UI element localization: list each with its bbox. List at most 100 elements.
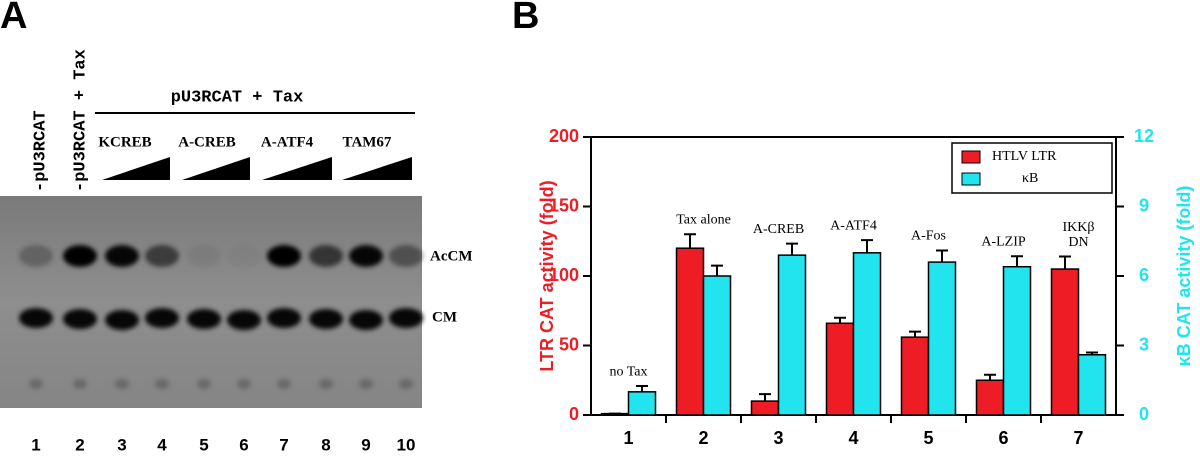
x-tick-label: 6: [998, 428, 1008, 448]
band-spot: [309, 245, 343, 267]
band-spot: [227, 245, 261, 267]
lane-number: 10: [397, 435, 416, 454]
origin-spot: [277, 379, 291, 389]
bar: [1002, 265, 1032, 416]
bar: [825, 322, 855, 416]
lane-number: 7: [279, 435, 288, 454]
y-tick-label: 200: [549, 126, 579, 146]
panel-label: A: [0, 0, 27, 37]
group-label: A-CREB: [178, 134, 236, 150]
lane-header: -pU3RCAT + Tax: [71, 49, 90, 192]
band-spot: [227, 310, 261, 330]
annotation: A-LZIP: [981, 235, 1026, 250]
lane-number: 6: [239, 435, 248, 454]
origin-spot: [115, 379, 129, 389]
annotation: A-Fos: [911, 229, 946, 244]
legend: HTLV LTR κB: [951, 142, 1113, 194]
error-bar: [984, 373, 996, 381]
lane-number: 9: [361, 435, 370, 454]
bar: [975, 379, 1005, 416]
y2-axis-label: κB CAT activity (fold): [1174, 186, 1194, 367]
annotation: DN: [1068, 235, 1088, 250]
y-tick-label: 150: [549, 195, 579, 215]
annotation: IKKβ: [1062, 220, 1094, 235]
panel-label: B: [512, 0, 539, 37]
lane-number: 4: [157, 435, 167, 454]
band-spot: [105, 310, 139, 330]
group-label: TAM67: [343, 134, 392, 150]
error-bar: [711, 264, 723, 276]
bar: [702, 275, 732, 416]
band-spot: [389, 308, 423, 328]
origin-spot: [73, 379, 87, 389]
band-spot: [349, 245, 383, 267]
x-tick-label: 1: [623, 428, 633, 448]
lane-header: -pU3RCAT: [31, 110, 50, 192]
band-label: AcCM: [430, 248, 472, 264]
bar: [852, 252, 882, 416]
error-bar: [786, 242, 798, 256]
gel: [0, 196, 422, 408]
y2-tick-label: 9: [1139, 195, 1149, 215]
legend-swatch: [961, 172, 981, 186]
group-header: pU3RCAT + Tax: [171, 88, 304, 107]
band-spot: [19, 308, 53, 328]
error-bar: [636, 385, 648, 392]
error-bar: [684, 233, 696, 249]
annotation: A-CREB: [753, 222, 804, 237]
group-label: A-ATF4: [261, 134, 314, 150]
error-bar: [1086, 351, 1098, 355]
bar: [900, 336, 930, 416]
band-spot: [349, 310, 383, 330]
origin-spot: [399, 379, 413, 389]
y2-tick-label: 0: [1139, 404, 1149, 424]
band-spot: [63, 309, 97, 329]
bar: [627, 391, 657, 416]
wedge: [262, 157, 332, 180]
origin-spot: [319, 379, 333, 389]
x-tick-label: 2: [698, 428, 708, 448]
bar: [750, 400, 780, 416]
group-label: KCREB: [98, 134, 151, 150]
origin-spot: [29, 379, 43, 389]
band-spot: [105, 245, 139, 267]
bar: [675, 247, 705, 416]
origin-spot: [237, 379, 251, 389]
y-tick-label: 100: [549, 265, 579, 285]
bar: [1050, 268, 1080, 416]
origin-spot: [197, 379, 211, 389]
band-spot: [63, 245, 97, 267]
origin-spot: [359, 379, 373, 389]
bar: [1077, 354, 1107, 416]
error-bar: [909, 330, 921, 338]
bar: [927, 261, 957, 416]
band-spot: [389, 245, 423, 267]
lane-number: 3: [117, 435, 126, 454]
wedge: [342, 157, 412, 180]
error-bar: [1059, 255, 1071, 270]
band-spot: [309, 309, 343, 329]
origin-spot: [155, 379, 169, 389]
band-label: CM: [432, 309, 457, 325]
x-tick-label: 7: [1073, 428, 1083, 448]
band-spot: [145, 245, 179, 267]
error-bar: [1011, 255, 1023, 267]
bar: [777, 254, 807, 416]
error-bar: [861, 239, 873, 253]
y-tick-label: 0: [569, 404, 579, 424]
legend-swatch: [961, 150, 981, 164]
band-spot: [267, 245, 301, 267]
lane-number: 5: [199, 435, 208, 454]
x-tick-label: 4: [848, 428, 858, 448]
band-spot: [145, 308, 179, 328]
wedge: [102, 157, 170, 180]
error-bar: [936, 249, 948, 263]
lane-number: 1: [31, 435, 40, 454]
band-spot: [267, 308, 301, 328]
x-tick-label: 5: [923, 428, 933, 448]
y2-tick-label: 6: [1139, 265, 1149, 285]
annotation: Tax alone: [676, 213, 731, 228]
error-bar: [759, 393, 771, 402]
